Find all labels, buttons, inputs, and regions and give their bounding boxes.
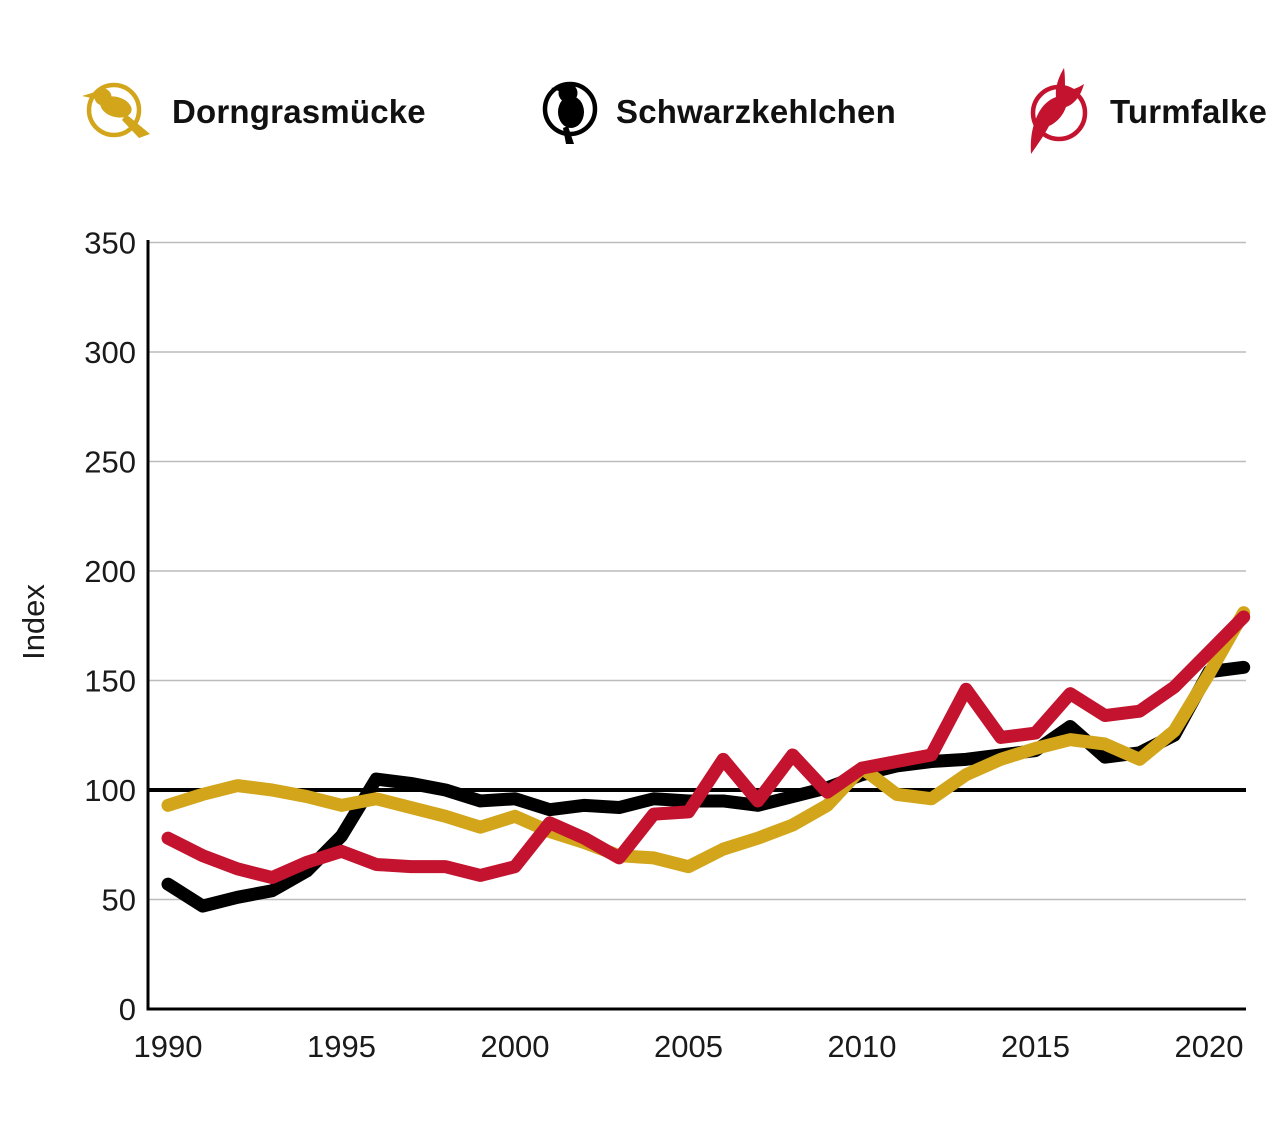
y-tick-label: 150: [84, 664, 136, 699]
y-tick-label: 350: [84, 226, 136, 261]
legend-item-dorngrasmuecke: Dorngrasmücke: [78, 62, 426, 162]
x-tick-label: 1995: [307, 1029, 376, 1064]
y-tick-label: 200: [84, 554, 136, 589]
x-tick-label: 2000: [481, 1029, 550, 1064]
y-tick-label: 300: [84, 335, 136, 370]
x-tick-label: 2020: [1175, 1029, 1244, 1064]
y-tick-label: 250: [84, 445, 136, 480]
series-line-Dorngrasmücke: [161, 606, 1251, 874]
x-tick-label: 2005: [654, 1029, 723, 1064]
x-tick-label: 1990: [134, 1029, 203, 1064]
kestrel-icon: [1018, 64, 1096, 160]
series-line-Schwarzkehlchen: [161, 660, 1251, 913]
y-tick-label: 100: [84, 773, 136, 808]
x-tick-label: 2015: [1001, 1029, 1070, 1064]
y-tick-label: 50: [102, 883, 136, 918]
x-tick-label: 2010: [828, 1029, 897, 1064]
y-axis-title: Index: [16, 584, 51, 660]
legend-label: Dorngrasmücke: [172, 93, 426, 130]
warbler-icon: [78, 79, 158, 145]
series-line-Turmfalke: [161, 610, 1251, 885]
legend-label: Turmfalke: [1110, 93, 1268, 130]
legend-item-schwarzkehlchen: Schwarzkehlchen: [538, 62, 896, 162]
stonechat-icon: [538, 76, 602, 148]
legend-item-turmfalke: Turmfalke: [1018, 62, 1267, 162]
legend-label: Schwarzkehlchen: [616, 93, 896, 130]
y-tick-label: 0: [119, 992, 136, 1027]
legend: Dorngrasmücke Schwarzkehlchen: [0, 62, 1280, 162]
